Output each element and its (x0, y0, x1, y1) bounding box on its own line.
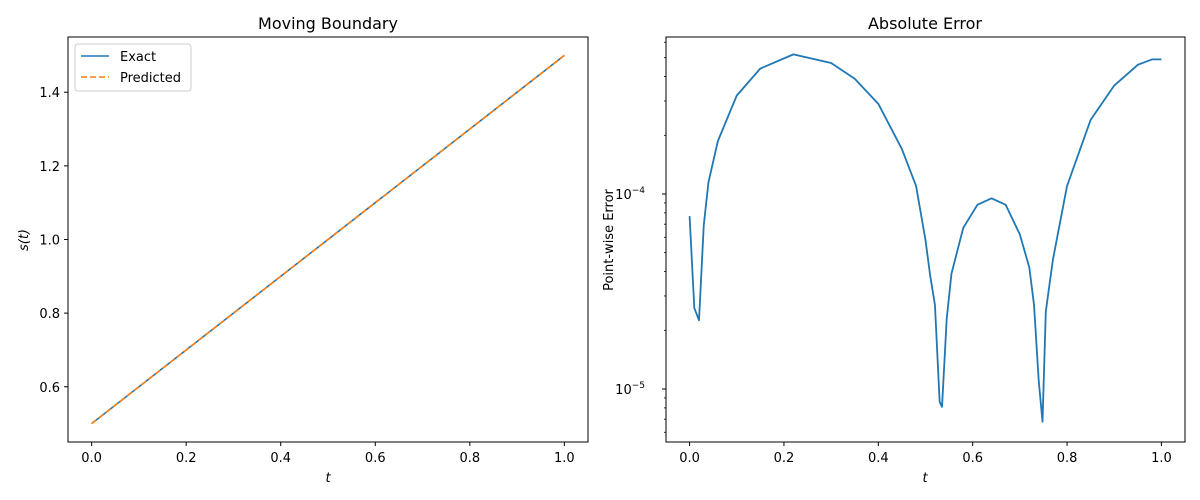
x-tick-label: 0.4 (868, 451, 889, 466)
right-chart-title: Absolute Error (868, 14, 982, 33)
x-tick-label: 1.0 (1151, 451, 1172, 466)
x-tick-label: 0.8 (1057, 451, 1078, 466)
y-tick-label: 0.6 (39, 381, 60, 396)
left-x-axis-label: t (325, 471, 331, 486)
x-tick-label: 0.2 (176, 451, 197, 466)
x-tick-label: 1.0 (554, 451, 575, 466)
left-chart-title: Moving Boundary (258, 14, 398, 33)
predicted-line (91, 54, 565, 425)
right-x-axis-label: t (922, 471, 928, 486)
right-y-ticks (662, 41, 666, 433)
legend-predicted-label: Predicted (120, 71, 181, 86)
right-x-ticks: 0.0 0.2 0.4 0.6 0.8 1.0 (679, 442, 1172, 466)
error-line (688, 53, 1162, 423)
y-tick-label: 1.2 (39, 160, 60, 175)
right-axes-frame (665, 36, 1186, 443)
ytick-label-1e-5: 10−5 (615, 381, 645, 398)
right-chart: Absolute Error 0.0 0.2 0.4 0.6 0.8 1.0 10−4 1… (602, 14, 1186, 486)
left-x-ticks: 0.0 0.2 0.4 0.6 0.8 1.0 (81, 442, 575, 466)
left-chart: Moving Boundary 0.0 0.2 0.4 0.6 0.8 1.0 0.60.… (17, 14, 589, 486)
x-tick-label: 0.6 (962, 451, 983, 466)
x-tick-label: 0.4 (270, 451, 291, 466)
left-y-axis-label: s(t) (17, 229, 32, 251)
right-y-major-labels: 10−4 10−5 (615, 186, 645, 398)
x-tick-label: 0.0 (679, 451, 700, 466)
right-y-axis-label: Point-wise Error (602, 188, 617, 290)
legend: Exact Predicted (74, 43, 192, 92)
x-tick-label: 0.2 (774, 451, 795, 466)
y-tick-label: 1.4 (39, 86, 60, 101)
x-tick-label: 0.6 (365, 451, 386, 466)
x-tick-label: 0.0 (81, 451, 102, 466)
legend-exact-label: Exact (120, 50, 156, 65)
ytick-label-1e-4: 10−4 (615, 186, 645, 203)
y-tick-label: 1.0 (39, 234, 60, 249)
left-y-ticks: 0.6 0.8 1.0 1.2 1.4 (39, 86, 68, 396)
y-tick-label: 0.8 (39, 307, 60, 322)
x-tick-label: 0.8 (459, 451, 480, 466)
